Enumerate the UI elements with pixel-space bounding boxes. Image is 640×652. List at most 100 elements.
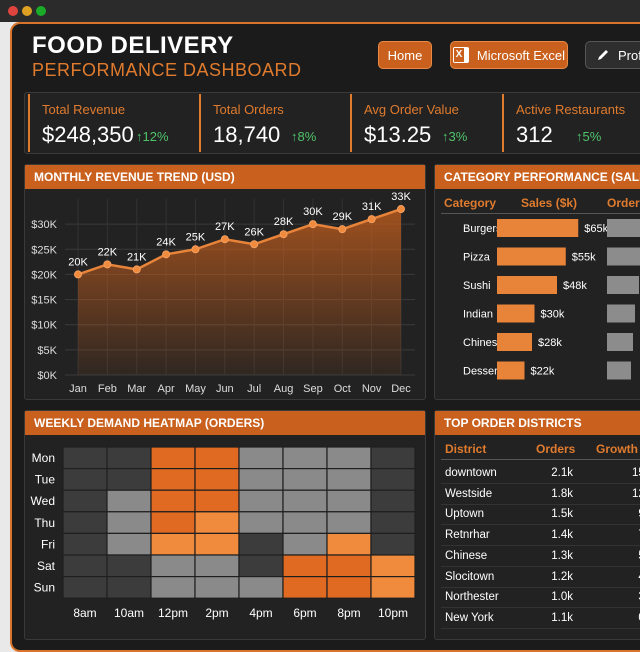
revenue-point[interactable] <box>279 230 288 239</box>
heatmap-cell[interactable] <box>150 511 196 535</box>
revenue-point[interactable] <box>308 220 317 229</box>
heatmap-cell[interactable] <box>106 532 152 556</box>
heatmap-cell[interactable] <box>106 467 152 491</box>
heatmap-cell[interactable] <box>282 554 328 578</box>
heatmap-cell[interactable] <box>106 576 152 599</box>
heatmap-cell[interactable] <box>150 446 196 470</box>
heatmap-cell[interactable] <box>194 489 240 513</box>
heatmap-cell[interactable] <box>238 532 284 556</box>
heatmap-cell[interactable] <box>150 554 196 578</box>
kpi-strip <box>24 92 640 154</box>
heatmap-cell[interactable] <box>194 532 240 556</box>
heatmap-cell[interactable] <box>326 467 372 491</box>
heatmap-cell[interactable] <box>62 511 108 535</box>
revenue-point[interactable] <box>367 215 376 224</box>
heatmap-cell[interactable] <box>62 532 108 556</box>
heatmap-cell[interactable] <box>282 511 328 535</box>
heatmap-cell[interactable] <box>106 489 152 513</box>
heatmap-cell[interactable] <box>62 489 108 513</box>
heatmap-cell[interactable] <box>282 489 328 513</box>
heatmap-cell[interactable] <box>150 532 196 556</box>
revenue-point-label: 26K <box>244 226 264 238</box>
heatmap-cell[interactable] <box>326 532 372 556</box>
heatmap-cell[interactable] <box>326 576 372 599</box>
revenue-point[interactable] <box>338 225 347 234</box>
heatmap-cell[interactable] <box>370 489 416 513</box>
home-button[interactable]: Home <box>378 41 432 69</box>
revenue-point[interactable] <box>191 245 200 254</box>
heatmap-cell[interactable] <box>150 489 196 513</box>
revenue-point[interactable] <box>250 240 259 249</box>
heatmap-cell[interactable] <box>62 467 108 491</box>
table-row[interactable]: Westside 1.8k 12% <box>441 484 640 505</box>
heatmap-cell[interactable] <box>238 489 284 513</box>
orders-bar[interactable] <box>607 219 640 237</box>
heatmap-cell[interactable] <box>282 467 328 491</box>
orders-bar[interactable] <box>607 361 631 380</box>
heatmap-cell[interactable] <box>370 446 416 470</box>
table-row[interactable]: Uptown 1.5k 9% <box>441 504 640 526</box>
table-row[interactable]: Chinese 1.3k 5% <box>441 546 640 567</box>
orders-bar[interactable] <box>607 333 633 351</box>
heatmap-cell[interactable] <box>150 576 196 599</box>
heatmap-cell[interactable] <box>194 511 240 535</box>
revenue-point[interactable] <box>103 260 112 269</box>
district-growth: 4% <box>638 571 640 583</box>
heatmap-cell[interactable] <box>106 554 152 578</box>
excel-export-button[interactable]: Microsoft Excel <box>450 41 568 69</box>
table-row[interactable]: New York 1.1k 0% <box>441 608 640 629</box>
heatmap-cell[interactable] <box>238 511 284 535</box>
heatmap-cell[interactable] <box>194 576 240 599</box>
heatmap-cell[interactable] <box>150 467 196 491</box>
revenue-point[interactable] <box>132 265 141 274</box>
heatmap-cell[interactable] <box>370 511 416 535</box>
heatmap-cell[interactable] <box>106 446 152 470</box>
profile-button[interactable]: Profe <box>585 41 640 69</box>
sales-value-label: $65k <box>584 223 608 235</box>
orders-bar[interactable] <box>607 247 640 266</box>
heatmap-cell[interactable] <box>194 554 240 578</box>
maximize-window-icon[interactable] <box>36 6 46 16</box>
heatmap-cell[interactable] <box>282 532 328 556</box>
heatmap-cell[interactable] <box>326 489 372 513</box>
heatmap-cell[interactable] <box>194 467 240 491</box>
heatmap-cell[interactable] <box>370 532 416 556</box>
revenue-point[interactable] <box>220 235 229 244</box>
heatmap-cell[interactable] <box>326 446 372 470</box>
sales-bar[interactable] <box>497 219 579 237</box>
district-orders: 1.3k <box>551 549 573 562</box>
heatmap-cell[interactable] <box>62 446 108 470</box>
heatmap-cell[interactable] <box>282 576 328 599</box>
heatmap-cell[interactable] <box>326 511 372 535</box>
heatmap-cell[interactable] <box>370 554 416 578</box>
table-row[interactable]: Slocitown 1.2k 4% <box>441 567 640 588</box>
heatmap-cell[interactable] <box>238 576 284 599</box>
sales-bar[interactable] <box>497 333 532 351</box>
heatmap-cell[interactable] <box>62 554 108 578</box>
sales-bar[interactable] <box>497 361 525 380</box>
sales-bar[interactable] <box>497 304 535 323</box>
heatmap-cell[interactable] <box>370 576 416 599</box>
heatmap-cell[interactable] <box>238 554 284 578</box>
sales-bar[interactable] <box>497 276 557 294</box>
heatmap-cell[interactable] <box>326 554 372 578</box>
minimize-window-icon[interactable] <box>22 6 32 16</box>
close-window-icon[interactable] <box>8 6 18 16</box>
table-row[interactable]: Retnrhar 1.4k 7% <box>441 525 640 547</box>
heatmap-cell[interactable] <box>238 446 284 470</box>
table-row[interactable]: Northester 1.0k 3% <box>441 587 640 609</box>
table-row[interactable]: downtown 2.1k 15% <box>441 463 640 484</box>
heatmap-cell[interactable] <box>370 467 416 491</box>
revenue-point[interactable] <box>397 205 405 214</box>
heatmap-cell[interactable] <box>194 446 240 470</box>
orders-bar[interactable] <box>607 304 635 323</box>
heatmap-cell[interactable] <box>62 576 108 599</box>
revenue-point[interactable] <box>162 250 171 259</box>
revenue-point-label: 22K <box>98 246 118 258</box>
orders-bar[interactable] <box>607 276 639 294</box>
revenue-point[interactable] <box>74 270 82 279</box>
sales-bar[interactable] <box>497 247 566 266</box>
heatmap-cell[interactable] <box>282 446 328 470</box>
heatmap-cell[interactable] <box>238 467 284 491</box>
heatmap-cell[interactable] <box>106 511 152 535</box>
